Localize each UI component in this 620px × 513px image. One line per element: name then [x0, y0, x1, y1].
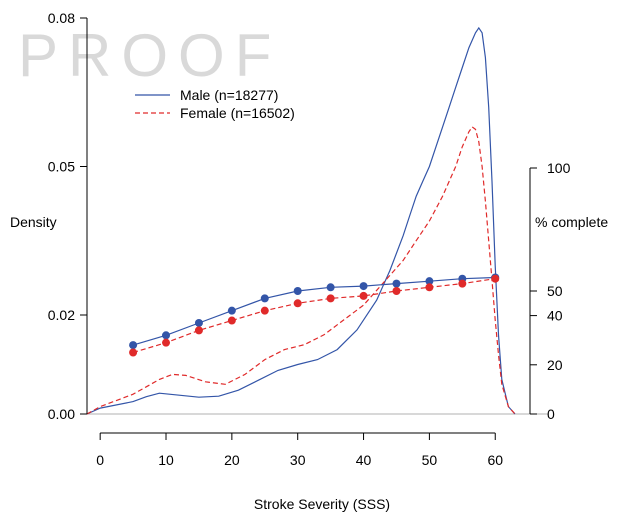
y-tick-label: 0.02: [48, 307, 75, 323]
male-complete-point: [293, 287, 302, 295]
x-tick-label: 0: [96, 452, 104, 468]
male-complete-point: [425, 277, 434, 286]
female-complete-point: [162, 338, 171, 347]
female-complete-point: [458, 279, 467, 288]
y2-tick-label: 0: [547, 406, 555, 422]
female-complete-point: [129, 348, 138, 357]
female-complete-point: [227, 316, 236, 325]
female-complete-point: [491, 274, 500, 283]
y2-tick-label: 20: [547, 357, 563, 373]
y2-tick-label: 50: [547, 283, 563, 299]
legend: Male (n=18277) Female (n=16502): [135, 87, 295, 121]
female-complete-point: [392, 287, 401, 295]
y2-axis-label: % complete: [535, 214, 608, 230]
male-complete-point: [359, 282, 368, 291]
x-tick-label: 40: [356, 452, 372, 468]
x-tick-label: 20: [224, 452, 240, 468]
female-complete-point: [425, 283, 434, 292]
y2-tick-label: 40: [547, 308, 563, 324]
male-complete-point: [392, 279, 401, 288]
female-complete-point: [260, 306, 269, 315]
male-complete-point: [260, 294, 269, 303]
male-complete-line: [132, 276, 496, 346]
x-tick-label: 60: [487, 452, 503, 468]
legend-label: Male (n=18277): [180, 87, 278, 103]
male-complete-point: [162, 331, 171, 340]
male-complete-point: [326, 283, 335, 292]
y-tick-label: 0.08: [48, 10, 75, 26]
y-tick-label: 0.00: [48, 406, 75, 422]
male-density-line: [86, 26, 516, 415]
female-complete-point: [293, 299, 302, 308]
male-complete-point: [194, 318, 203, 327]
series-layer: [86, 26, 516, 415]
female-complete-point: [359, 291, 368, 300]
x-tick-label: 50: [422, 452, 438, 468]
watermark-text: PROOF: [18, 22, 281, 89]
y-tick-label: 0.05: [48, 159, 75, 175]
x-axis-label: Stroke Severity (SSS): [254, 496, 390, 512]
x-tick-label: 30: [290, 452, 306, 468]
female-complete-point: [194, 326, 203, 335]
axes-layer: 0.00 0.02 0.05 0.08 0 20 40 50 100 0 10 20 30 40 50 60: [48, 10, 571, 468]
x-tick-label: 10: [158, 452, 174, 468]
female-complete-point: [326, 294, 335, 303]
female-density-line: [86, 126, 516, 415]
female-complete-line: [132, 278, 496, 354]
male-complete-point: [129, 341, 138, 350]
y-axis-label: Density: [10, 214, 57, 230]
legend-label: Female (n=16502): [180, 105, 295, 121]
y2-tick-label: 100: [547, 160, 571, 176]
male-complete-point: [227, 306, 236, 315]
